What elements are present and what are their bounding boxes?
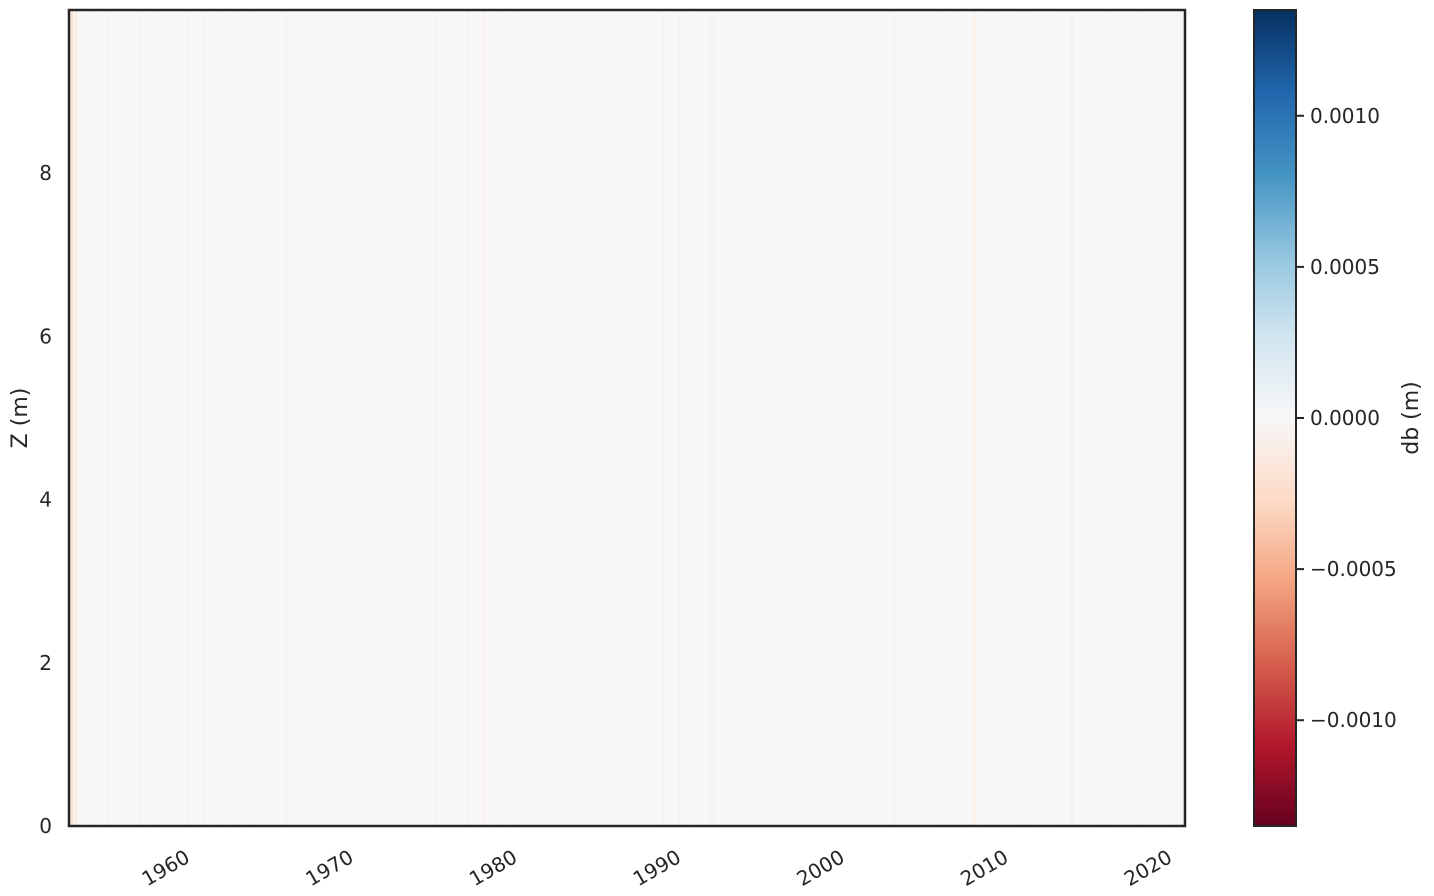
- heatmap-column: [499, 10, 503, 826]
- heatmap-column: [70, 10, 74, 826]
- colorbar-tick-label: 0.0010: [1310, 104, 1380, 128]
- heatmap-column: [941, 10, 945, 826]
- heatmap-column: [515, 10, 519, 826]
- heatmap-column: [1056, 10, 1059, 826]
- heatmap-column: [696, 10, 699, 826]
- heatmap-column: [1169, 10, 1172, 826]
- heatmap-column: [972, 10, 976, 826]
- heatmap-background: [69, 10, 1185, 826]
- x-tick-label: 2020: [1120, 845, 1176, 891]
- x-tick-label: 2010: [956, 845, 1012, 891]
- heatmap-column: [1023, 10, 1026, 826]
- heatmap-column: [661, 10, 665, 826]
- y-tick-label: 8: [39, 161, 52, 185]
- heatmap-column: [186, 10, 190, 826]
- colorbar: −0.0010 −0.0005 0.0000 0.0005 0.0010 db (m): [1253, 9, 1424, 827]
- heatmap-stripes: [70, 10, 1172, 826]
- heatmap-column: [139, 10, 142, 826]
- x-tick-label: 2000: [792, 845, 848, 891]
- heatmap-column: [74, 10, 78, 826]
- heatmap-column: [1138, 10, 1141, 826]
- heatmap-column: [252, 10, 255, 826]
- y-tick-label: 2: [39, 651, 52, 675]
- x-tick-label: 1980: [465, 845, 521, 891]
- colorbar-tick-label: 0.0000: [1310, 406, 1380, 430]
- heatmap-column: [285, 10, 288, 826]
- heatmap-column: [203, 10, 206, 826]
- colorbar-gradient: [1254, 10, 1296, 826]
- heatmap-column: [678, 10, 681, 826]
- heatmap-column: [466, 10, 470, 826]
- heatmap-column: [957, 10, 961, 826]
- heatmap-column: [106, 10, 110, 826]
- heatmap-column: [1103, 10, 1107, 826]
- heatmap-panel: [67, 8, 1187, 828]
- heatmap-column: [434, 10, 437, 826]
- heatmap-column: [155, 10, 159, 826]
- x-axis-ticks: 1960 1970 1980 1990 2000 2010 2020: [138, 845, 1176, 891]
- colorbar-ticks: −0.0010 −0.0005 0.0000 0.0005 0.0010: [1296, 104, 1397, 732]
- y-tick-label: 4: [39, 488, 52, 512]
- heatmap-column: [219, 10, 223, 826]
- y-axis-label: Z (m): [8, 388, 33, 449]
- plot-frame: [67, 8, 1187, 828]
- heatmap-column: [1070, 10, 1074, 826]
- colorbar-tick-label: 0.0005: [1310, 255, 1380, 279]
- y-tick-label: 6: [39, 324, 52, 348]
- colorbar-tick-label: −0.0005: [1310, 557, 1397, 581]
- colorbar-label: db (m): [1399, 381, 1424, 455]
- heatmap-column: [90, 10, 93, 826]
- y-tick-label: 0: [39, 814, 52, 838]
- x-tick-label: 1990: [629, 845, 685, 891]
- heatmap-column: [710, 10, 714, 826]
- x-tick-label: 1960: [138, 845, 194, 891]
- heatmap-column: [892, 10, 895, 826]
- y-axis-ticks: 0 2 4 6 8: [39, 161, 52, 838]
- colorbar-tick-label: −0.0010: [1310, 708, 1397, 732]
- heatmap-column: [990, 10, 994, 826]
- heatmap-column: [235, 10, 239, 826]
- x-tick-label: 1970: [301, 845, 357, 891]
- heatmap-column: [483, 10, 486, 826]
